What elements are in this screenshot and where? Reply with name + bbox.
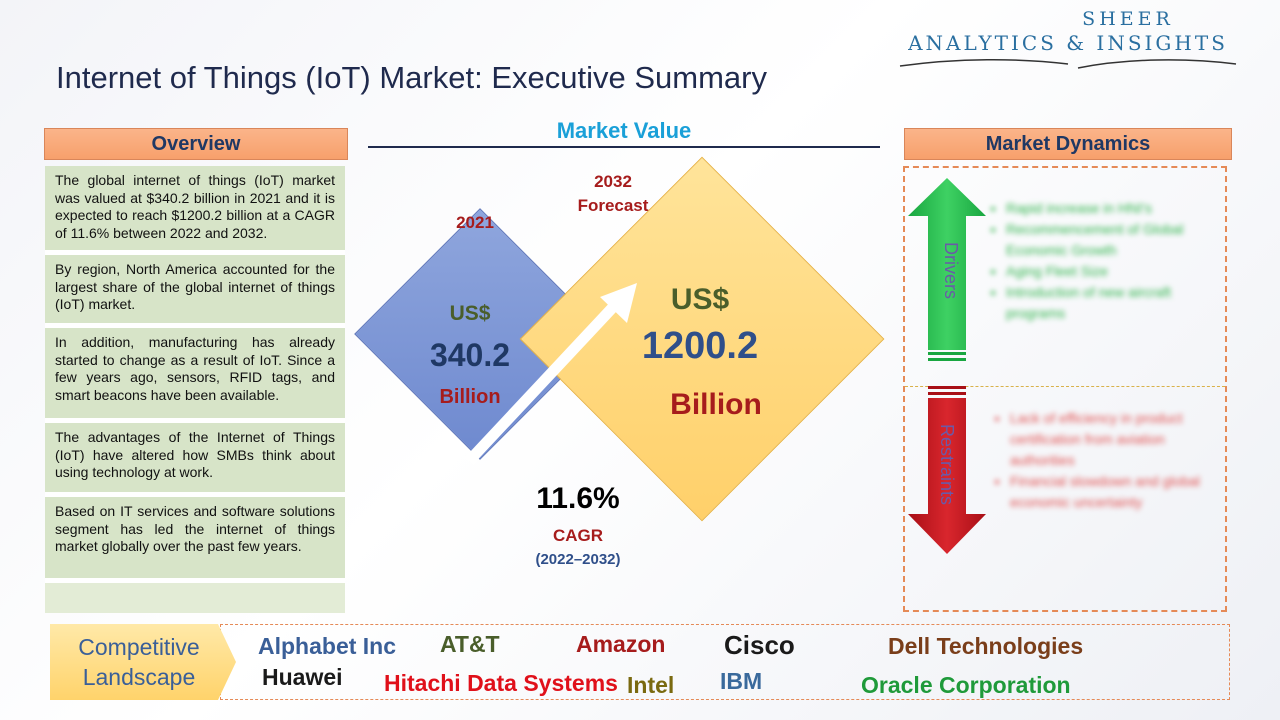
market-value-title: Market Value (556, 118, 692, 143)
drivers-label: Drivers (941, 241, 961, 299)
overview-item: By region, North America accounted for t… (45, 255, 345, 328)
competitive-label-line2: Landscape (82, 664, 196, 690)
restraints-label: Restraints (937, 424, 957, 506)
company-oracle: Oracle Corporation (861, 672, 1071, 698)
value-2032: 1200.2 (641, 325, 759, 367)
restraint-item: Financial slowdown and global economic u… (1010, 471, 1212, 513)
market-dynamics-panel (903, 166, 1227, 612)
overview-header: Overview (44, 128, 348, 160)
value-2021: 340.2 (429, 337, 511, 373)
unit-2032: Billion (670, 388, 762, 421)
overview-item: The advantages of the Internet of Things… (45, 423, 345, 497)
year-2032-label: 2032 Forecast (565, 170, 661, 218)
market-value-divider (368, 146, 880, 148)
company-huawei: Huawei (262, 664, 343, 690)
logo-line-2: ANALYTICS & INSIGHTS (908, 31, 1228, 55)
driver-item: Aging Fleet Size (1006, 261, 1212, 282)
cagr-value: 11.6% (536, 482, 620, 515)
currency-2032: US$ (670, 283, 730, 316)
driver-item: Recommencement of Global Economic Growth (1006, 219, 1212, 261)
company-cisco: Cisco (724, 630, 795, 660)
cagr-range: (2022–2032) (535, 551, 621, 568)
overview-item: The global internet of things (IoT) mark… (45, 166, 345, 255)
company-dell: Dell Technologies (888, 633, 1084, 659)
growth-arrow-icon (464, 283, 637, 465)
market-dynamics-header: Market Dynamics (904, 128, 1232, 160)
restraint-item: Lack of efficiency in product certificat… (1010, 408, 1212, 471)
logo-line-1: SHEER (1082, 8, 1174, 30)
page-title: Internet of Things (IoT) Market: Executi… (56, 60, 767, 95)
overview-list: The global internet of things (IoT) mark… (45, 166, 345, 613)
driver-item: Rapid increase in HNI's (1006, 198, 1212, 219)
overview-empty-row (45, 583, 345, 613)
forecast-label: Forecast (577, 196, 649, 215)
company-amazon: Amazon (576, 631, 666, 657)
currency-2021: US$ (449, 302, 491, 325)
logo-swoosh-icon (899, 58, 1237, 69)
company-hitachi: Hitachi Data Systems (384, 670, 618, 696)
company-att: AT&T (440, 631, 500, 657)
drivers-list: Rapid increase in HNI's Recommencement o… (992, 198, 1212, 324)
company-intel: Intel (627, 672, 675, 698)
restraints-down-arrow-icon (908, 386, 986, 554)
year-2021-label: 2021 (456, 213, 494, 232)
unit-2021: Billion (439, 386, 501, 408)
year-2032: 2032 (594, 172, 632, 191)
overview-item: In addition, manufacturing has already s… (45, 328, 345, 423)
company-logo: SHEER ANALYTICS & INSIGHTS (898, 8, 1238, 72)
cagr-label: CAGR (552, 526, 604, 545)
restraints-list: Lack of efficiency in product certificat… (996, 408, 1212, 513)
driver-item: Introduction of new aircraft programs (1006, 282, 1212, 324)
overview-item: Based on IT services and software soluti… (45, 497, 345, 583)
competitive-label-line1: Competitive (78, 634, 200, 660)
competitive-landscape-label: Competitive Landscape (56, 632, 222, 692)
dynamics-divider (905, 386, 1225, 387)
drivers-up-arrow-icon (908, 178, 986, 361)
competitive-label-chevron (50, 624, 236, 700)
company-ibm: IBM (720, 668, 763, 694)
company-alphabet: Alphabet Inc (258, 633, 397, 659)
